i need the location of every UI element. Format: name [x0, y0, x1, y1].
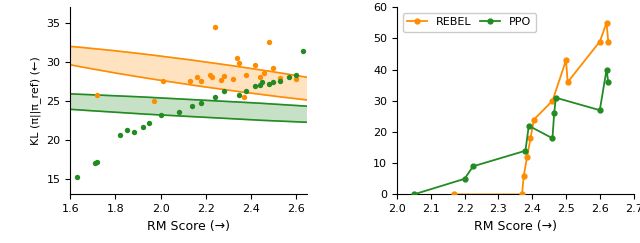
Point	[90, 161, 100, 165]
Point	[298, 49, 308, 53]
Point	[241, 73, 252, 77]
Point	[196, 79, 206, 83]
Point	[209, 25, 220, 29]
Line: PPO: PPO	[412, 67, 611, 197]
Point	[264, 82, 274, 86]
Point	[129, 130, 139, 134]
REBEL	[524, 156, 531, 158]
Point	[191, 76, 202, 79]
PPO	[552, 96, 560, 99]
PPO	[469, 165, 477, 168]
Point	[122, 129, 132, 132]
Point	[257, 80, 267, 84]
REBEL	[564, 81, 572, 84]
Point	[284, 76, 294, 79]
Point	[156, 113, 166, 117]
REBEL	[520, 174, 527, 177]
PPO	[461, 177, 468, 180]
Point	[173, 110, 184, 114]
REBEL	[518, 193, 526, 196]
Point	[291, 77, 301, 81]
PPO	[550, 112, 558, 115]
Point	[250, 84, 260, 88]
Point	[218, 74, 228, 78]
Point	[268, 80, 278, 84]
REBEL	[603, 21, 611, 24]
Point	[196, 101, 206, 105]
Point	[209, 95, 220, 99]
REBEL	[604, 40, 612, 43]
PPO	[596, 109, 604, 112]
Point	[234, 61, 244, 65]
Point	[239, 95, 249, 99]
Point	[92, 94, 102, 97]
Point	[241, 90, 252, 94]
Point	[205, 73, 215, 77]
Point	[72, 175, 83, 179]
Point	[115, 133, 125, 137]
Point	[148, 99, 159, 103]
X-axis label: RM Score (→): RM Score (→)	[474, 220, 557, 233]
Point	[275, 76, 285, 80]
PPO	[604, 81, 612, 84]
REBEL	[548, 99, 556, 102]
Point	[255, 76, 265, 79]
Point	[92, 160, 102, 164]
Ellipse shape	[1, 43, 430, 108]
Point	[185, 79, 195, 83]
PPO	[525, 124, 532, 127]
Point	[207, 75, 218, 79]
Point	[157, 79, 168, 83]
PPO	[548, 137, 556, 140]
Point	[138, 125, 148, 129]
X-axis label: RM Score (→): RM Score (→)	[147, 220, 230, 233]
Point	[234, 93, 244, 96]
REBEL	[527, 137, 534, 140]
PPO	[522, 149, 529, 152]
REBEL	[530, 118, 538, 121]
Point	[275, 79, 285, 83]
REBEL	[596, 40, 604, 43]
PPO	[603, 68, 611, 71]
Ellipse shape	[0, 91, 499, 127]
Point	[144, 121, 154, 125]
Point	[187, 104, 197, 107]
Legend: REBEL, PPO: REBEL, PPO	[403, 13, 536, 32]
Point	[259, 71, 269, 75]
Point	[291, 73, 301, 77]
Point	[216, 78, 227, 82]
Point	[250, 63, 260, 67]
PPO	[410, 193, 418, 196]
Point	[218, 89, 228, 93]
Point	[264, 40, 274, 44]
Point	[255, 83, 265, 87]
Point	[268, 66, 278, 70]
REBEL	[451, 193, 458, 196]
Y-axis label: KL (π||π_ref) (←): KL (π||π_ref) (←)	[30, 56, 41, 145]
Point	[228, 77, 238, 81]
REBEL	[562, 59, 570, 62]
Point	[232, 56, 243, 60]
Line: REBEL: REBEL	[452, 20, 611, 197]
